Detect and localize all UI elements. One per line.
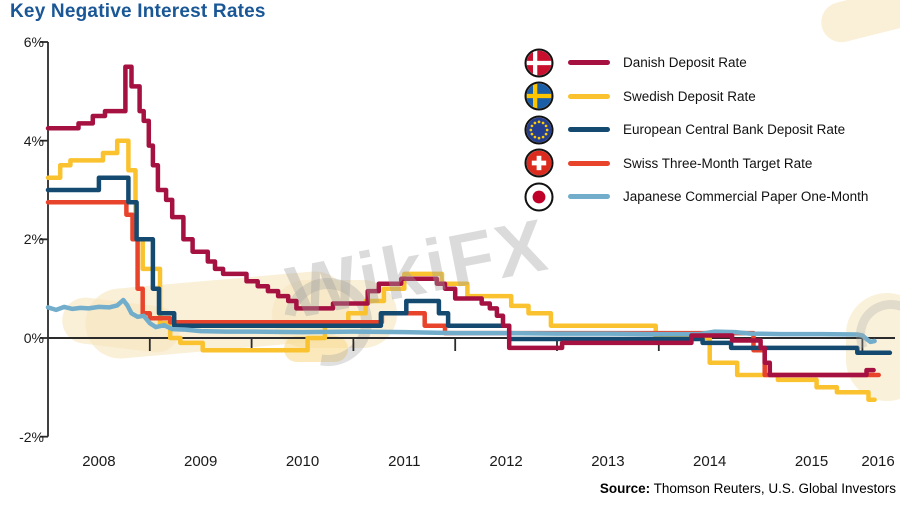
x-axis-label: 2014 xyxy=(693,453,727,470)
y-axis-label: -2% xyxy=(19,428,44,445)
eu-flag-icon xyxy=(524,115,554,145)
page-title: Key Negative Interest Rates xyxy=(10,1,266,22)
series-swedish-deposit-rate xyxy=(45,138,877,402)
legend-swatch xyxy=(568,194,610,200)
legend-swatch xyxy=(568,160,610,166)
x-axis-label: 2008 xyxy=(82,453,116,470)
y-axis-label: 2% xyxy=(23,231,44,248)
switzerland-flag-icon xyxy=(524,148,554,178)
legend-swatch xyxy=(568,127,610,133)
x-axis-label: 2011 xyxy=(388,453,421,470)
series-swiss-three-month-target-rate xyxy=(45,200,881,378)
legend-item-japanese: Japanese Commercial Paper One-Month xyxy=(524,180,868,214)
legend-item-ecb: European Central Bank Deposit Rate xyxy=(524,113,868,147)
denmark-flag-icon xyxy=(524,48,554,78)
source-label: Source: xyxy=(599,481,651,496)
x-axis-label: 2010 xyxy=(285,453,320,470)
legend-swatch xyxy=(568,60,610,66)
x-axis-label: 2016 xyxy=(861,453,895,470)
source-note: Source: Thomson Reuters, U.S. Global Inv… xyxy=(600,481,896,496)
x-axis-label: 2012 xyxy=(489,453,523,470)
legend-item-swiss: Swiss Three-Month Target Rate xyxy=(524,147,868,181)
source-text: Thomson Reuters, U.S. Global Investors xyxy=(653,481,896,496)
series-japanese-commercial-paper-one-month xyxy=(45,297,877,345)
legend-label: European Central Bank Deposit Rate xyxy=(623,122,846,138)
legend-swatch xyxy=(568,93,610,99)
y-axis-label: 4% xyxy=(23,132,44,149)
y-axis-label: 0% xyxy=(23,330,44,346)
y-axis-label: 6% xyxy=(23,34,44,50)
legend-label: Japanese Commercial Paper One-Month xyxy=(623,189,869,205)
chart-legend: Danish Deposit Rate Swedish Deposit Rate… xyxy=(524,46,868,214)
series-european-central-bank-deposit-rate xyxy=(45,175,893,356)
legend-label: Swiss Three-Month Target Rate xyxy=(623,155,813,171)
x-axis-label: 2013 xyxy=(591,453,625,470)
series-danish-deposit-rate xyxy=(45,64,876,378)
x-axis-label: 2015 xyxy=(794,453,829,470)
legend-label: Danish Deposit Rate xyxy=(623,55,747,71)
x-axis-label: 2009 xyxy=(184,453,218,470)
legend-item-danish: Danish Deposit Rate xyxy=(524,46,868,80)
legend-label: Swedish Deposit Rate xyxy=(623,88,756,104)
sweden-flag-icon xyxy=(524,81,554,111)
legend-item-swedish: Swedish Deposit Rate xyxy=(524,80,868,114)
japan-flag-icon xyxy=(524,182,554,212)
